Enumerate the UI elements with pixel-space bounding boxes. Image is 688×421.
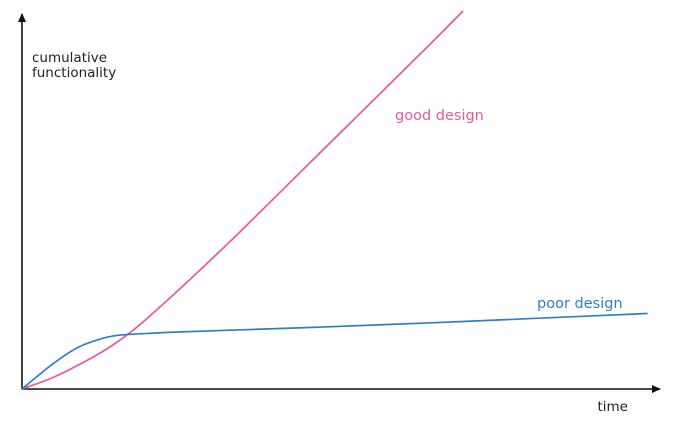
x-axis-label: time <box>597 399 628 415</box>
series-label-poor-design: poor design <box>537 296 623 312</box>
y-axis-label-line-2: functionality <box>32 65 116 81</box>
series-line-good-design <box>21 10 464 390</box>
series-line-poor-design <box>21 312 648 390</box>
y-axis-label-line-1: cumulative <box>32 50 107 66</box>
series-label-good-design: good design <box>395 108 484 124</box>
